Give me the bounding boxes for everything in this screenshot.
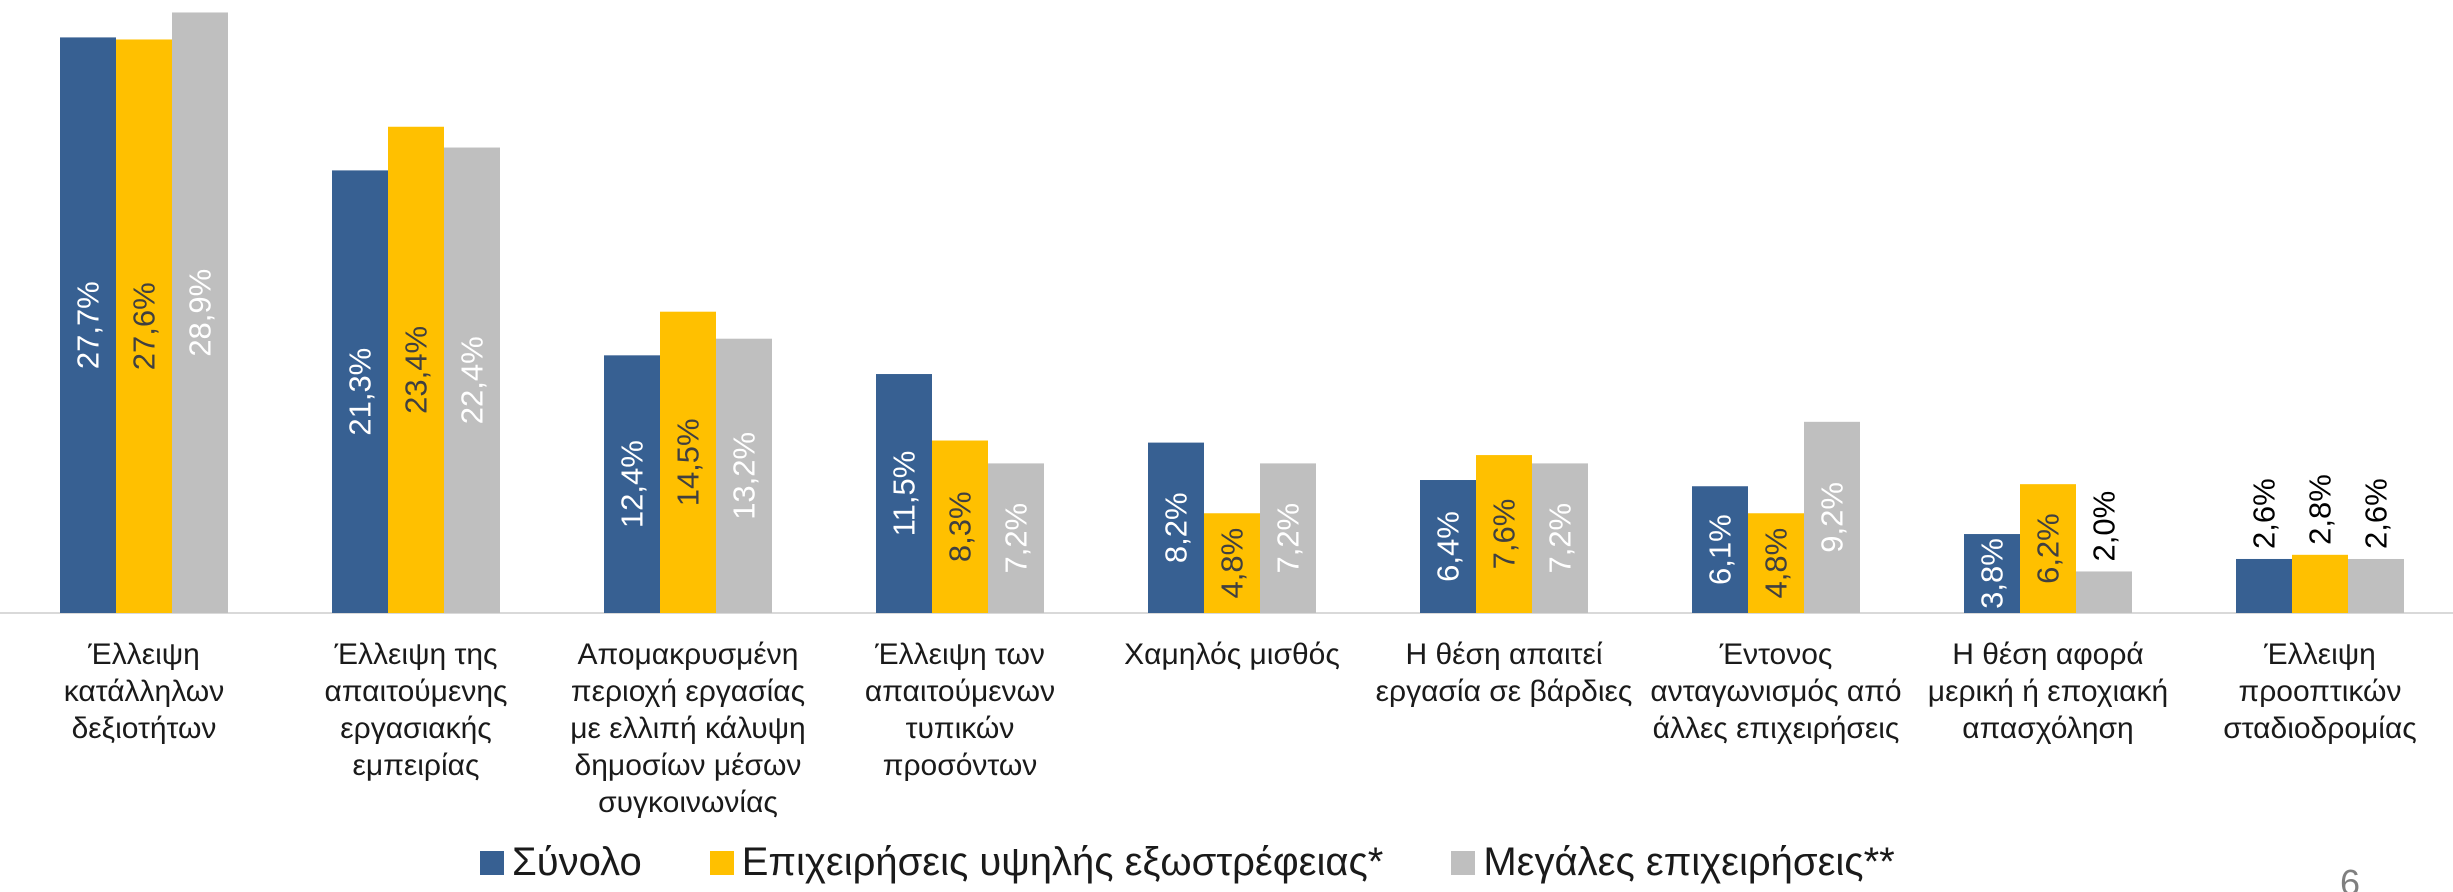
bar (1260, 463, 1316, 613)
data-label: 4,8% (1759, 528, 1794, 599)
legend-label: Μεγάλες επιχειρήσεις** (1483, 840, 1895, 884)
bar (660, 311, 716, 613)
bar (2076, 571, 2132, 613)
x-tick-label: Η θέση αφορά μερική ή εποχιακή απασχόλησ… (1927, 638, 2169, 745)
data-label: 6,4% (1431, 511, 1466, 582)
data-label: 7,2% (1543, 503, 1578, 574)
x-tick-label: Χαμηλός μισθός (1124, 638, 1340, 671)
data-label: 6,2% (2031, 513, 2066, 584)
data-label: 2,0% (2087, 491, 2122, 562)
legend-swatch (1451, 850, 1476, 875)
bar (1748, 513, 1804, 613)
bar (2348, 558, 2404, 613)
bar (1204, 513, 1260, 613)
x-tick-label: Η θέση απαιτεί εργασία σε βάρδιες (1375, 638, 1633, 708)
data-label: 7,6% (1487, 499, 1522, 570)
data-label: 8,3% (943, 491, 978, 562)
bar (1532, 463, 1588, 613)
bar (1148, 442, 1204, 613)
data-label: 7,2% (1271, 503, 1306, 574)
x-tick-label: Έντονος ανταγωνισμός από άλλες επιχειρήσ… (1650, 638, 1902, 745)
legend-item: Σύνολο (480, 840, 642, 885)
bar (2020, 484, 2076, 613)
bar (988, 463, 1044, 613)
bar (1964, 534, 2020, 613)
data-label: 27,6% (127, 282, 162, 370)
data-label: 3,8% (1975, 538, 2010, 609)
legend-item: Επιχειρήσεις υψηλής εξωστρέφειας* (709, 840, 1384, 885)
legend: Σύνολο Επιχειρήσεις υψηλής εξωστρέφειας* Μ… (480, 840, 1963, 885)
x-tick-label: Έλλειψη των απαιτούμενων τυπικών προσόντ… (864, 638, 1056, 782)
data-label: 21,3% (343, 348, 378, 436)
bar (60, 37, 116, 614)
data-label: 4,8% (1215, 528, 1250, 599)
bar (604, 355, 660, 613)
data-label: 14,5% (671, 418, 706, 506)
data-label: 27,7% (71, 281, 106, 369)
bar (2236, 558, 2292, 613)
data-label: 9,2% (1815, 482, 1850, 553)
legend-swatch (480, 850, 504, 875)
legend-item: Μεγάλες επιχειρήσεις** (1451, 840, 1895, 885)
data-label: 28,9% (183, 269, 218, 357)
data-label: 2,6% (2359, 478, 2394, 549)
data-label: 7,2% (999, 503, 1034, 574)
data-label: 13,2% (727, 432, 762, 520)
data-label: 11,5% (887, 451, 922, 537)
data-label: 2,6% (2247, 478, 2282, 549)
data-label: 12,4% (615, 440, 650, 528)
bar (444, 147, 500, 614)
data-label: 22,4% (455, 336, 490, 424)
bar (1692, 486, 1748, 613)
bar (332, 170, 388, 613)
bar (2292, 554, 2348, 613)
x-tick-label: Έλλειψη προοπτικών σταδιοδρομίας (2223, 638, 2417, 745)
bar (388, 126, 444, 614)
legend-label: Σύνολο (512, 840, 642, 884)
data-label: 23,4% (399, 326, 434, 414)
bar (716, 338, 772, 613)
bar (116, 39, 172, 613)
x-tick-label: Έλλειψη της απαιτούμενης εργασιακής εμπε… (324, 638, 508, 782)
legend-label: Επιχειρήσεις υψηλής εξωστρέφειας* (741, 840, 1384, 884)
bar (1804, 421, 1860, 613)
legend-swatch (709, 850, 734, 875)
page-number: 6 (2340, 862, 2361, 892)
bar (876, 374, 932, 613)
data-label: 8,2% (1159, 492, 1194, 563)
bar (172, 12, 228, 614)
x-tick-label: Απομακρυσμένη περιοχή εργασίας με ελλιπή… (570, 638, 806, 819)
data-label: 6,1% (1703, 514, 1738, 585)
bar (932, 440, 988, 613)
x-tick-label: Έλλειψη κατάλληλων δεξιοτήτων (63, 638, 225, 745)
data-label: 2,8% (2303, 474, 2338, 545)
bar (1420, 480, 1476, 613)
bar (1476, 455, 1532, 613)
